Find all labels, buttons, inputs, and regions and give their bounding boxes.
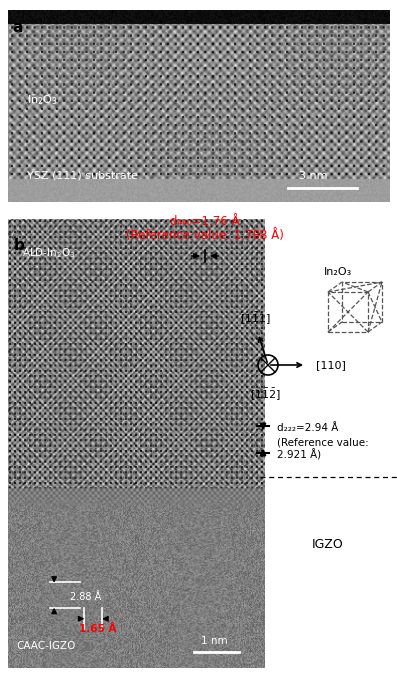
- Text: [110]: [110]: [316, 360, 346, 370]
- Text: IGZO: IGZO: [312, 538, 344, 551]
- Text: In₂O₃: In₂O₃: [324, 267, 352, 277]
- Text: 2.88 Å: 2.88 Å: [70, 592, 102, 601]
- Text: (Reference value:: (Reference value:: [277, 437, 369, 447]
- Text: 3 nm: 3 nm: [299, 171, 328, 181]
- Text: b: b: [14, 238, 25, 253]
- Text: [1$\bar{1}$1]: [1$\bar{1}$1]: [241, 311, 272, 327]
- Text: In$_2$O$_3$: In$_2$O$_3$: [27, 93, 58, 107]
- Text: d₄₄₀=1.76 Å: d₄₄₀=1.76 Å: [170, 215, 240, 228]
- Text: 1 nm: 1 nm: [201, 636, 227, 647]
- Text: 2.921 Å): 2.921 Å): [277, 449, 321, 461]
- Text: d₂₂₂=2.94 Å: d₂₂₂=2.94 Å: [277, 423, 338, 433]
- Text: a: a: [12, 20, 23, 34]
- Text: [1$\bar{1}\bar{2}$]: [1$\bar{1}\bar{2}$]: [250, 387, 281, 403]
- Text: YSZ (111) substrate: YSZ (111) substrate: [27, 171, 138, 181]
- Text: ALD-In$_2$O$_3$: ALD-In$_2$O$_3$: [22, 247, 75, 260]
- Text: CAAC-IGZO: CAAC-IGZO: [16, 640, 75, 651]
- Text: (Reference value: 1.788 Å): (Reference value: 1.788 Å): [126, 229, 284, 242]
- Text: 1.65 Å: 1.65 Å: [79, 623, 117, 634]
